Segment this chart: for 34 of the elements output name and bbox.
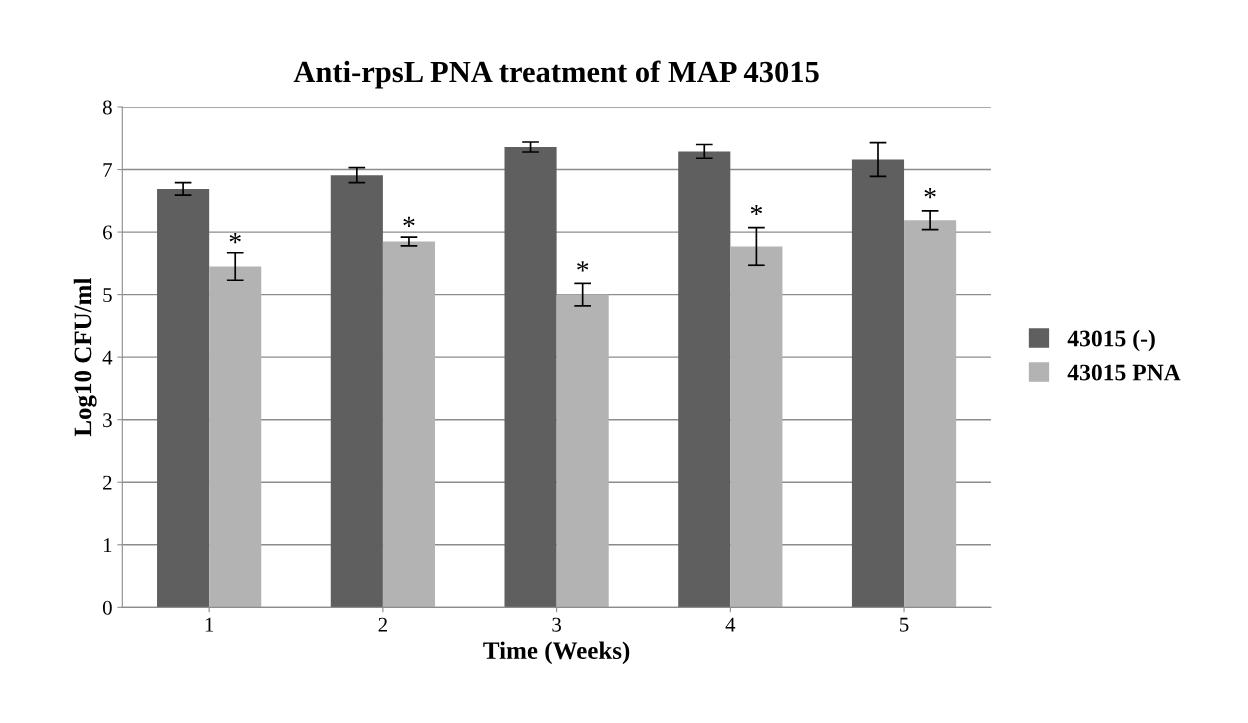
annotation: *	[403, 216, 415, 228]
chart-title: Anti-rpsL PNA treatment of MAP 43015	[293, 60, 819, 89]
bar	[330, 175, 383, 608]
bar	[382, 241, 435, 608]
x-tick-label: 4	[725, 617, 736, 632]
x-tick-label: 1	[205, 617, 214, 632]
bar	[556, 294, 609, 608]
legend-label: 43015 PNA	[1067, 364, 1181, 381]
y-tick-label: 2	[103, 475, 112, 490]
bar	[504, 147, 557, 608]
annotation: *	[577, 261, 589, 272]
y-tick-label: 3	[103, 413, 112, 428]
bar	[157, 188, 210, 608]
bar	[904, 220, 957, 608]
legend-label: 43015 (-)	[1067, 329, 1155, 352]
y-tick-label: 6	[103, 225, 112, 240]
x-tick-label: 3	[552, 617, 561, 632]
y-tick-label: 1	[104, 538, 112, 553]
annotation: *	[924, 188, 936, 199]
bar	[851, 159, 905, 608]
x-tick-label: 5	[900, 617, 909, 632]
y-tick-label: 5	[103, 288, 112, 303]
y-tick-label: 7	[103, 163, 112, 177]
bar	[209, 266, 262, 608]
y-tick-label: 4	[102, 350, 113, 365]
x-axis-title: Time (Weeks)	[483, 641, 630, 665]
annotation: *	[750, 204, 762, 216]
annotation: *	[229, 233, 241, 244]
bar	[678, 151, 731, 608]
y-tick-label: 8	[102, 100, 112, 115]
x-tick-label: 2	[378, 617, 387, 632]
y-tick-label: 0	[102, 600, 112, 615]
bar	[730, 246, 783, 608]
y-axis-title: Log10 CFU/ml	[73, 278, 97, 437]
